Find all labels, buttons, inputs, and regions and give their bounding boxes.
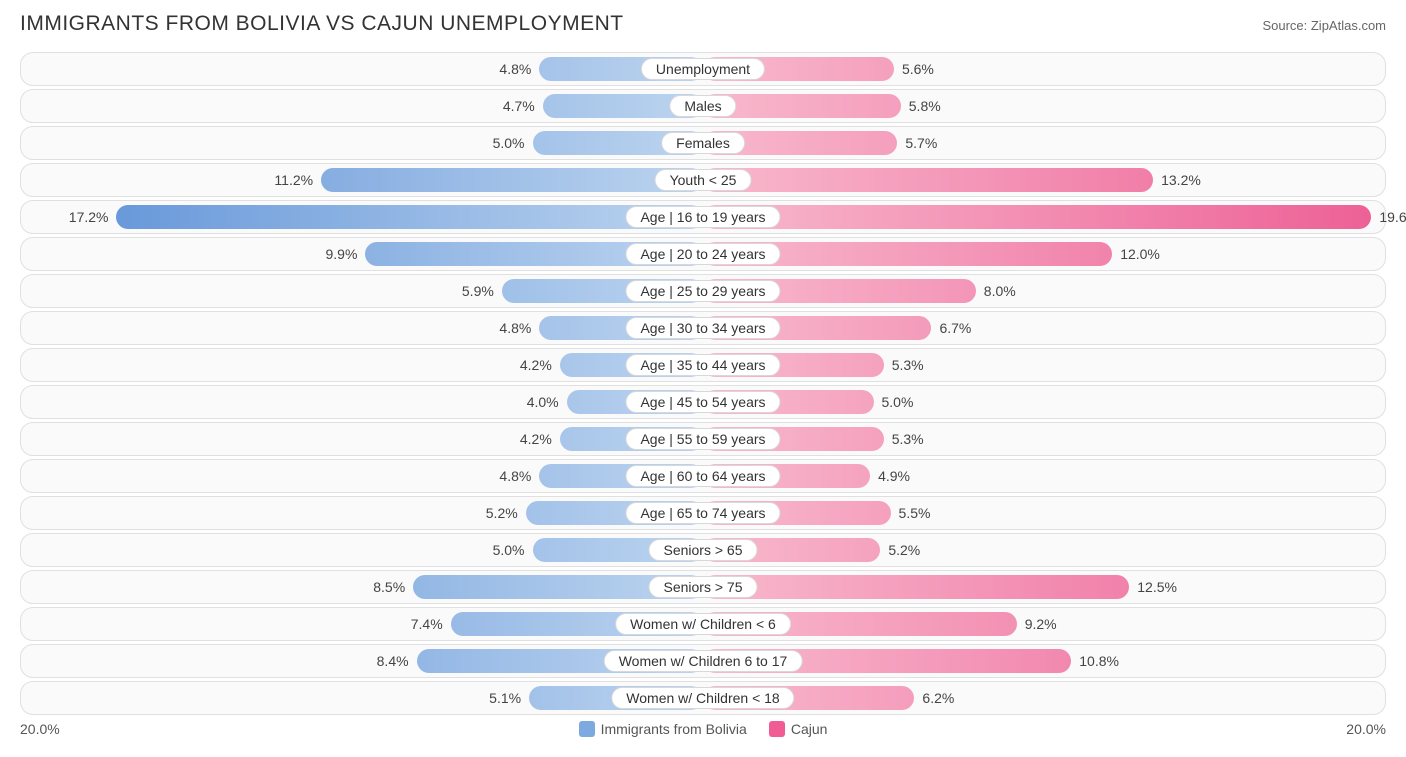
value-left: 8.5% [373,579,405,595]
category-label: Age | 20 to 24 years [625,243,780,265]
value-right: 13.2% [1161,172,1201,188]
bar-right [703,575,1129,599]
value-left: 4.2% [520,357,552,373]
legend-swatch-right [769,721,785,737]
category-label: Age | 55 to 59 years [625,428,780,450]
category-label: Women w/ Children 6 to 17 [604,650,803,672]
legend-label-right: Cajun [791,721,828,737]
bar-right [703,205,1371,229]
chart-row: 9.9% 12.0% Age | 20 to 24 years [20,237,1386,271]
value-left: 5.0% [493,135,525,151]
chart-row: 5.9% 8.0% Age | 25 to 29 years [20,274,1386,308]
value-right: 6.2% [922,690,954,706]
chart-footer: 20.0% Immigrants from Bolivia Cajun 20.0… [20,721,1386,737]
value-right: 10.8% [1079,653,1119,669]
value-left: 4.8% [499,61,531,77]
chart-row: 5.1% 6.2% Women w/ Children < 18 [20,681,1386,715]
chart-row: 5.2% 5.5% Age | 65 to 74 years [20,496,1386,530]
legend: Immigrants from Bolivia Cajun [579,721,828,737]
chart-title: IMMIGRANTS FROM BOLIVIA VS CAJUN UNEMPLO… [20,12,624,36]
axis-max-left: 20.0% [20,721,60,737]
value-right: 5.6% [902,61,934,77]
value-left: 4.0% [527,394,559,410]
chart-row: 4.2% 5.3% Age | 55 to 59 years [20,422,1386,456]
value-left: 7.4% [411,616,443,632]
value-right: 12.5% [1137,579,1177,595]
value-right: 19.6% [1379,209,1406,225]
category-label: Age | 35 to 44 years [625,354,780,376]
value-right: 12.0% [1120,246,1160,262]
category-label: Age | 25 to 29 years [625,280,780,302]
chart-source: Source: ZipAtlas.com [1262,18,1386,33]
chart-row: 4.8% 6.7% Age | 30 to 34 years [20,311,1386,345]
value-left: 9.9% [326,246,358,262]
legend-item-left: Immigrants from Bolivia [579,721,747,737]
category-label: Women w/ Children < 18 [611,687,794,709]
chart-row: 5.0% 5.2% Seniors > 65 [20,533,1386,567]
chart-row: 5.0% 5.7% Females [20,126,1386,160]
value-left: 5.9% [462,283,494,299]
category-label: Seniors > 75 [649,576,758,598]
value-left: 4.8% [499,320,531,336]
chart-row: 4.8% 4.9% Age | 60 to 64 years [20,459,1386,493]
chart-row: 4.7% 5.8% Males [20,89,1386,123]
legend-swatch-left [579,721,595,737]
bar-right [703,168,1153,192]
value-left: 11.2% [274,172,313,188]
chart-row: 11.2% 13.2% Youth < 25 [20,163,1386,197]
category-label: Males [669,95,736,117]
chart-row: 4.2% 5.3% Age | 35 to 44 years [20,348,1386,382]
category-label: Unemployment [641,58,765,80]
bar-left [321,168,703,192]
chart-row: 4.8% 5.6% Unemployment [20,52,1386,86]
chart-row: 17.2%19.6%Age | 16 to 19 years [20,200,1386,234]
value-right: 5.0% [882,394,914,410]
value-right: 6.7% [939,320,971,336]
chart-row: 7.4% 9.2% Women w/ Children < 6 [20,607,1386,641]
value-left: 4.7% [503,98,535,114]
category-label: Age | 30 to 34 years [625,317,780,339]
category-label: Age | 60 to 64 years [625,465,780,487]
axis-max-right: 20.0% [1346,721,1386,737]
value-right: 9.2% [1025,616,1057,632]
value-left: 4.2% [520,431,552,447]
category-label: Women w/ Children < 6 [615,613,791,635]
value-left: 5.0% [493,542,525,558]
value-left: 4.8% [499,468,531,484]
category-label: Youth < 25 [655,169,752,191]
value-right: 5.8% [909,98,941,114]
value-right: 5.7% [905,135,937,151]
value-right: 4.9% [878,468,910,484]
value-right: 5.5% [899,505,931,521]
chart-header: IMMIGRANTS FROM BOLIVIA VS CAJUN UNEMPLO… [20,12,1386,36]
bar-left [116,205,703,229]
value-left: 5.1% [489,690,521,706]
legend-item-right: Cajun [769,721,828,737]
category-label: Age | 65 to 74 years [625,502,780,524]
value-right: 5.2% [888,542,920,558]
chart-row: 8.4% 10.8% Women w/ Children 6 to 17 [20,644,1386,678]
value-right: 5.3% [892,357,924,373]
category-label: Age | 45 to 54 years [625,391,780,413]
value-right: 5.3% [892,431,924,447]
value-left: 5.2% [486,505,518,521]
butterfly-chart: 4.8% 5.6% Unemployment 4.7% 5.8% Males 5.0% 5.7… [20,52,1386,715]
category-label: Seniors > 65 [649,539,758,561]
category-label: Age | 16 to 19 years [625,206,780,228]
value-right: 8.0% [984,283,1016,299]
value-left: 17.2% [69,209,109,225]
chart-row: 8.5% 12.5% Seniors > 75 [20,570,1386,604]
chart-row: 4.0% 5.0% Age | 45 to 54 years [20,385,1386,419]
legend-label-left: Immigrants from Bolivia [601,721,747,737]
value-left: 8.4% [377,653,409,669]
category-label: Females [661,132,745,154]
